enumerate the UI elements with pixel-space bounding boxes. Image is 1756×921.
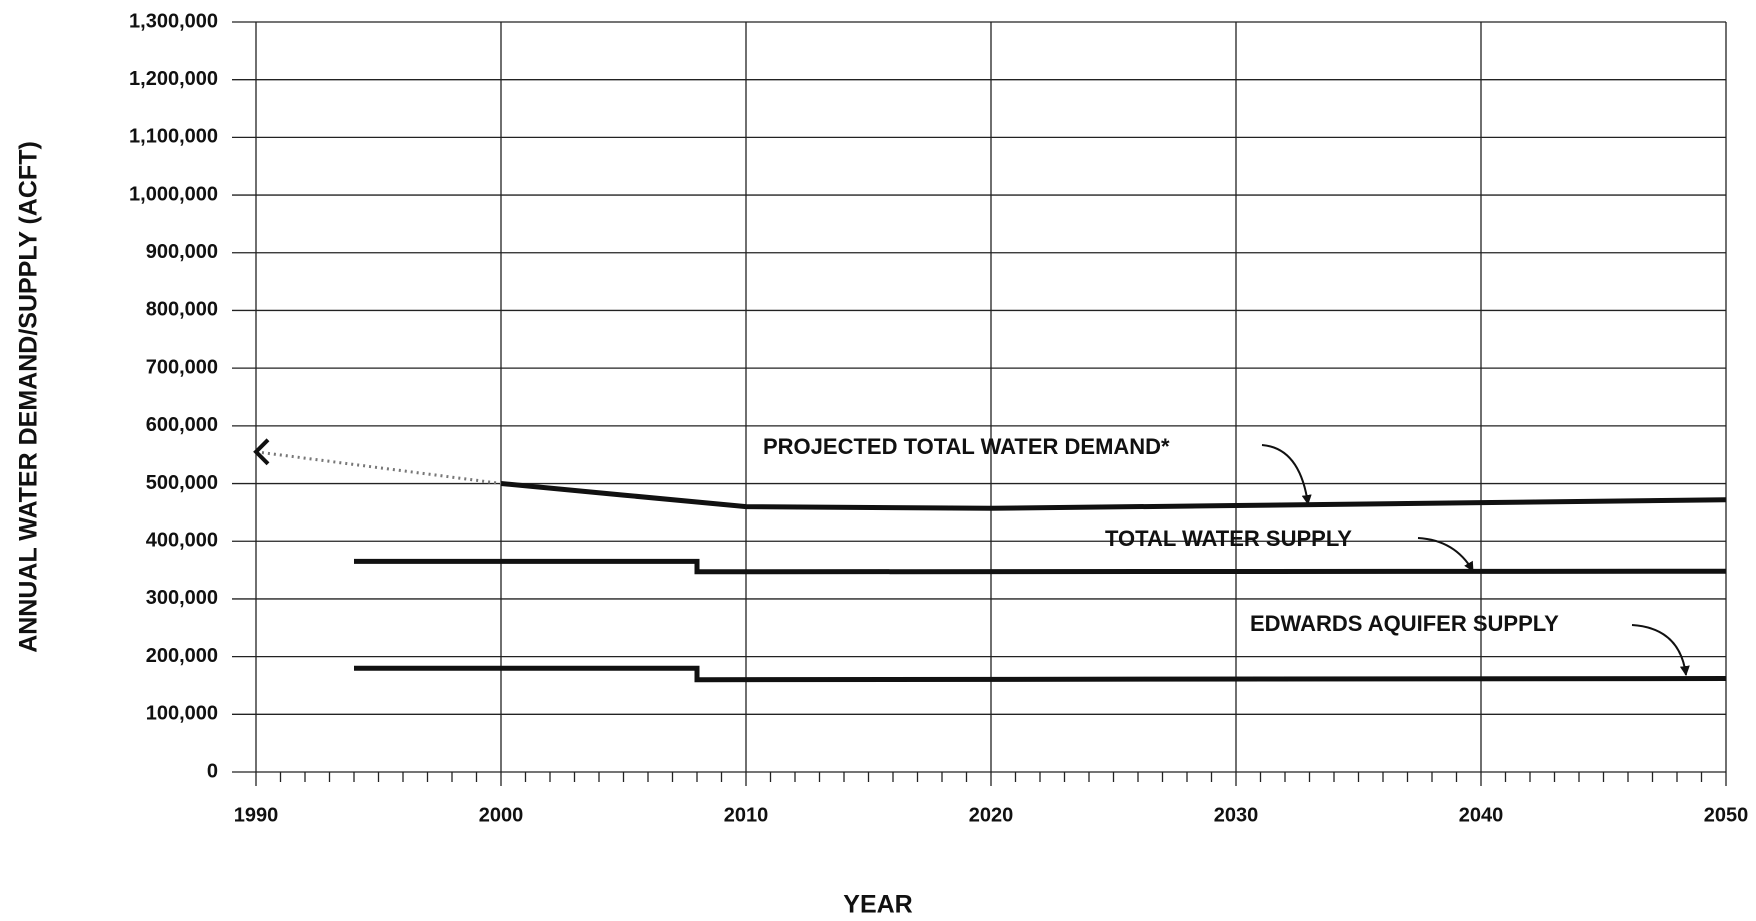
data-line (500, 481, 1727, 511)
line-start-arrow (253, 438, 270, 466)
y-tick-label: 600,000 (146, 414, 218, 436)
y-tick-label: 0 (207, 760, 218, 782)
x-tick-label: 2000 (479, 804, 524, 826)
x-tick-label: 2010 (724, 804, 769, 826)
y-tick-label: 1,100,000 (129, 126, 218, 148)
y-tick-label: 1,300,000 (129, 10, 218, 32)
x-tick-label: 2020 (969, 804, 1014, 826)
y-axis-label: ANNUAL WATER DEMAND/SUPPLY (ACFT) (15, 141, 43, 653)
y-tick-label: 400,000 (146, 530, 218, 552)
x-tick-label: 2030 (1214, 804, 1259, 826)
x-axis-label: YEAR (843, 891, 912, 919)
y-tick-label: 100,000 (146, 703, 218, 725)
y-tick-label: 1,200,000 (129, 68, 218, 90)
series-label: PROJECTED TOTAL WATER DEMAND* (763, 434, 1170, 459)
series-label: TOTAL WATER SUPPLY (1105, 526, 1352, 551)
x-tick-label: 2050 (1704, 804, 1749, 826)
y-tick-label: 200,000 (146, 645, 218, 667)
label-arrow (1631, 624, 1690, 676)
series-label: EDWARDS AQUIFER SUPPLY (1250, 611, 1559, 636)
y-tick-label: 700,000 (146, 356, 218, 378)
x-tick-label: 1990 (234, 804, 279, 826)
y-tick-label: 900,000 (146, 241, 218, 263)
label-arrow (1261, 444, 1312, 505)
data-line (255, 450, 502, 485)
label-arrow (1417, 537, 1474, 572)
data-line (354, 665, 1727, 683)
y-tick-label: 500,000 (146, 472, 218, 494)
y-tick-label: 1,000,000 (129, 183, 218, 205)
y-tick-label: 800,000 (146, 299, 218, 321)
y-tick-label: 300,000 (146, 587, 218, 609)
x-tick-label: 2040 (1459, 804, 1504, 826)
data-line (354, 558, 1727, 575)
